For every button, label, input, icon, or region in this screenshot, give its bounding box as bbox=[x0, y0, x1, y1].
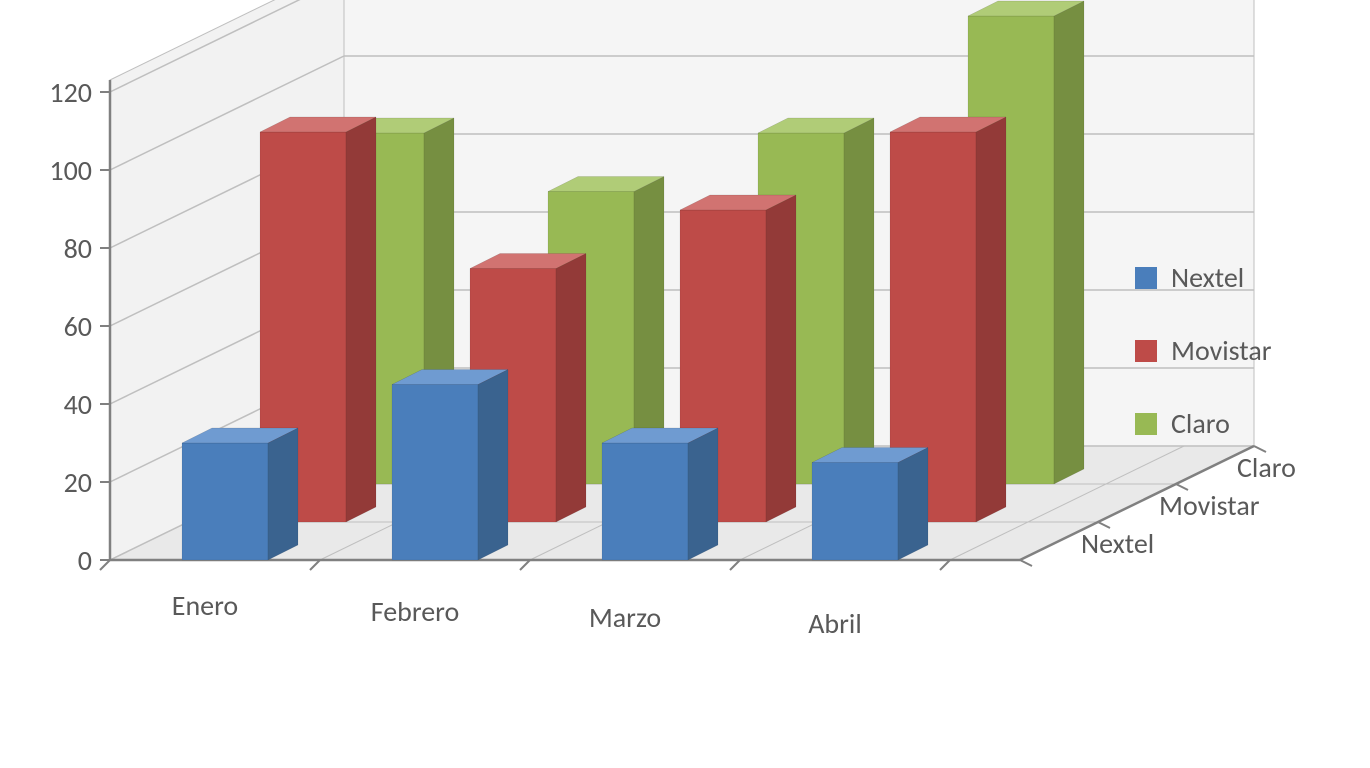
legend-item: Nextel bbox=[1135, 260, 1272, 295]
bar-side bbox=[478, 370, 508, 561]
bar-front bbox=[182, 443, 268, 560]
bar-side bbox=[556, 254, 586, 523]
legend-label: Nextel bbox=[1171, 260, 1244, 295]
legend-label: Claro bbox=[1171, 406, 1230, 441]
depth-label: Claro bbox=[1237, 450, 1296, 485]
bar-side bbox=[268, 428, 298, 560]
xtick bbox=[100, 560, 110, 570]
bar-side bbox=[898, 448, 928, 561]
xtick bbox=[520, 560, 530, 570]
legend: Nextel Movistar Claro bbox=[1135, 260, 1272, 441]
ytick-label: 80 bbox=[64, 231, 92, 266]
ytick-label: 40 bbox=[64, 387, 92, 422]
xtick bbox=[730, 560, 740, 570]
bar-front bbox=[602, 443, 688, 560]
category-label: Enero bbox=[172, 588, 238, 623]
legend-swatch bbox=[1135, 267, 1157, 289]
bar-side bbox=[844, 118, 874, 484]
bar-front bbox=[392, 385, 478, 561]
ytick-label: 120 bbox=[49, 75, 92, 110]
bar-side bbox=[766, 195, 796, 522]
ytick-label: 20 bbox=[64, 465, 92, 500]
ytick-label: 0 bbox=[78, 543, 92, 578]
legend-label: Movistar bbox=[1171, 333, 1272, 368]
category-label: Marzo bbox=[589, 600, 661, 635]
ztick bbox=[1020, 560, 1032, 566]
legend-item: Movistar bbox=[1135, 333, 1272, 368]
bar-side bbox=[1054, 1, 1084, 484]
category-label: Febrero bbox=[371, 594, 460, 629]
legend-swatch bbox=[1135, 413, 1157, 435]
bar-side bbox=[976, 117, 1006, 522]
category-label: Abril bbox=[808, 606, 862, 641]
depth-label: Nextel bbox=[1081, 526, 1154, 561]
xtick bbox=[310, 560, 320, 570]
ytick-label: 60 bbox=[64, 309, 92, 344]
xtick bbox=[940, 560, 950, 570]
depth-label: Movistar bbox=[1159, 488, 1260, 523]
bar-side bbox=[346, 117, 376, 522]
bar-side bbox=[688, 428, 718, 560]
bar-front bbox=[812, 463, 898, 561]
ytick-label: 100 bbox=[49, 153, 92, 188]
legend-item: Claro bbox=[1135, 406, 1272, 441]
legend-swatch bbox=[1135, 340, 1157, 362]
